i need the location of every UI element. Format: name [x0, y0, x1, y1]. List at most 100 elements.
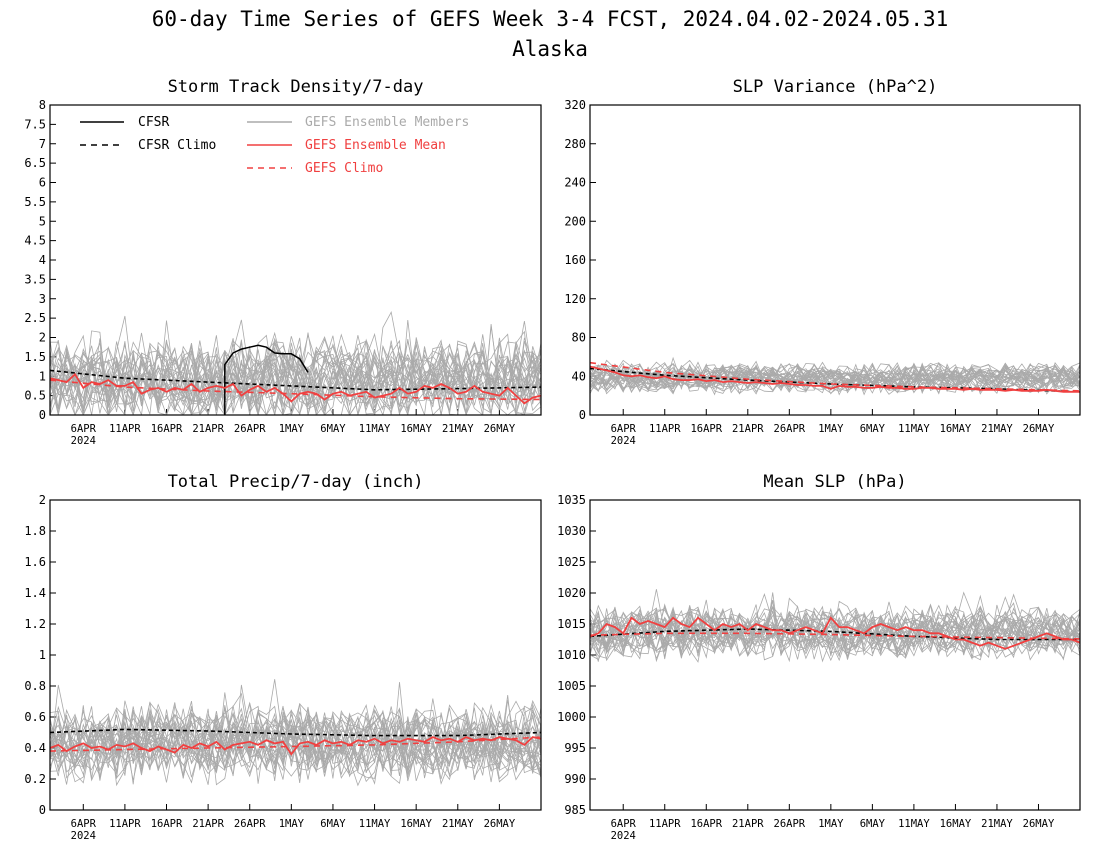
x-tick-label: 21MAY: [442, 818, 474, 830]
y-tick-label: 280: [564, 137, 586, 151]
y-tick-label: 320: [564, 98, 586, 112]
x-tick-label: 21APR: [192, 818, 224, 830]
y-tick-label: 8: [39, 98, 46, 112]
x-tick-label: 21APR: [732, 423, 764, 435]
ensemble-member-line: [590, 604, 1080, 663]
plot-frame: [49, 104, 542, 416]
panel-title: Mean SLP (hPa): [763, 472, 906, 492]
x-tick-label: 1MAY: [279, 818, 305, 830]
gefs-climo-line: [50, 736, 541, 752]
x-tick-label: 26APR: [234, 423, 266, 435]
y-tick-label: 1015: [557, 617, 586, 631]
x-tick-label: 16MAY: [940, 423, 972, 435]
y-tick-label: 1000: [557, 710, 586, 724]
cfsr-climo-line: [50, 369, 541, 391]
x-tick-label: 1MAY: [818, 818, 844, 830]
y-tick-label: 1005: [557, 679, 586, 693]
plot-area: [50, 311, 541, 415]
ensemble-member-line: [50, 707, 541, 782]
x-tick-label: 6APR: [71, 423, 97, 435]
ensemble-member-line: [590, 608, 1080, 660]
x-tick-label: 1MAY: [818, 423, 844, 435]
y-tick-label: 40: [572, 369, 586, 383]
x-tick-label: 21APR: [192, 423, 224, 435]
x-year-label: 2024: [71, 435, 96, 447]
y-tick-label: 6.5: [24, 156, 46, 170]
x-tick-label: 26APR: [234, 818, 266, 830]
x-year-label: 2024: [611, 830, 636, 842]
panel-title: SLP Variance (hPa^2): [733, 77, 938, 97]
y-tick-label: 1.5: [24, 350, 46, 364]
ensemble-member-line: [590, 593, 1080, 656]
x-tick-label: 6MAY: [320, 818, 346, 830]
legend-label-cfsr: CFSR: [138, 115, 169, 130]
y-tick-label: 1: [39, 648, 46, 662]
y-tick-label: 1035: [557, 493, 586, 507]
y-tick-label: 1.4: [24, 586, 46, 600]
main-title: 60-day Time Series of GEFS Week 3-4 FCST…: [152, 7, 949, 31]
y-tick-label: 1.2: [24, 617, 46, 631]
x-tick-label: 11MAY: [359, 818, 391, 830]
ensemble-member-line: [590, 606, 1080, 658]
y-tick-label: 990: [564, 772, 586, 786]
ensemble-member-line: [590, 365, 1080, 388]
plot-frame: [589, 104, 1081, 416]
x-tick-label: 16MAY: [400, 818, 432, 830]
y-tick-label: 6: [39, 176, 46, 190]
panel-mean-slp: Mean SLP (hPa) 985 990 995 1000 1005 1010 1015 1…: [557, 472, 1081, 842]
x-tick-label: 11MAY: [898, 818, 930, 830]
main-subtitle: Alaska: [512, 37, 588, 61]
x-tick-label: 26MAY: [484, 818, 516, 830]
ensemble-member-line: [590, 361, 1080, 392]
x-tick-label: 11APR: [109, 818, 141, 830]
x-tick-label: 26MAY: [1023, 423, 1055, 435]
x-tick-label: 26MAY: [484, 423, 516, 435]
x-tick-label: 11APR: [649, 423, 681, 435]
ensemble-mean-line: [590, 616, 1080, 650]
x-tick-label: 16APR: [690, 423, 722, 435]
y-tick-label: 1.6: [24, 555, 46, 569]
gefs-climo-line: [590, 361, 1080, 392]
gefs-climo-line: [50, 379, 541, 401]
x-tick-label: 1MAY: [279, 423, 305, 435]
ensemble-member-line: [590, 362, 1080, 393]
y-tick-label: 5: [39, 214, 46, 228]
x-tick-label: 21APR: [732, 818, 764, 830]
x-tick-label: 11APR: [109, 423, 141, 435]
y-tick-label: 0.5: [24, 389, 46, 403]
panel-total-precip: Total Precip/7-day (inch)00.20.40.60.811…: [24, 472, 542, 842]
ensemble-member-line: [590, 363, 1080, 394]
x-tick-label: 6MAY: [320, 423, 346, 435]
ensemble-member-line: [590, 606, 1080, 659]
x-tick-label: 21MAY: [981, 423, 1013, 435]
ensemble-member-line: [50, 344, 541, 415]
x-tick-label: 16APR: [690, 818, 722, 830]
y-tick-label: 0.6: [24, 710, 46, 724]
cfsr-climo-line: [590, 628, 1080, 641]
y-tick-label: 0.4: [24, 741, 46, 755]
ensemble-member-line: [50, 699, 541, 776]
ensemble-mean-line: [50, 372, 541, 405]
y-tick-label: 240: [564, 176, 586, 190]
x-tick-label: 21MAY: [981, 818, 1013, 830]
y-tick-label: 0.2: [24, 772, 46, 786]
ensemble-mean-line: [590, 365, 1080, 393]
ensemble-member-line: [50, 320, 541, 415]
ensemble-member-line: [50, 337, 541, 415]
x-year-label: 2024: [71, 830, 96, 842]
x-tick-label: 21MAY: [442, 423, 474, 435]
y-tick-label: 3.5: [24, 272, 46, 286]
ensemble-member-line: [50, 330, 541, 415]
y-tick-label: 120: [564, 292, 586, 306]
ensemble-member-line: [50, 706, 541, 777]
legend-label-ens-mean: GEFS Ensemble Mean: [305, 138, 446, 153]
y-tick-label: 5.5: [24, 195, 46, 209]
y-tick-label: 0.8: [24, 679, 46, 693]
x-tick-label: 6APR: [611, 818, 637, 830]
x-tick-label: 6APR: [71, 818, 97, 830]
x-tick-label: 16MAY: [400, 423, 432, 435]
plot-area: [50, 679, 541, 787]
y-tick-label: 2.5: [24, 311, 46, 325]
